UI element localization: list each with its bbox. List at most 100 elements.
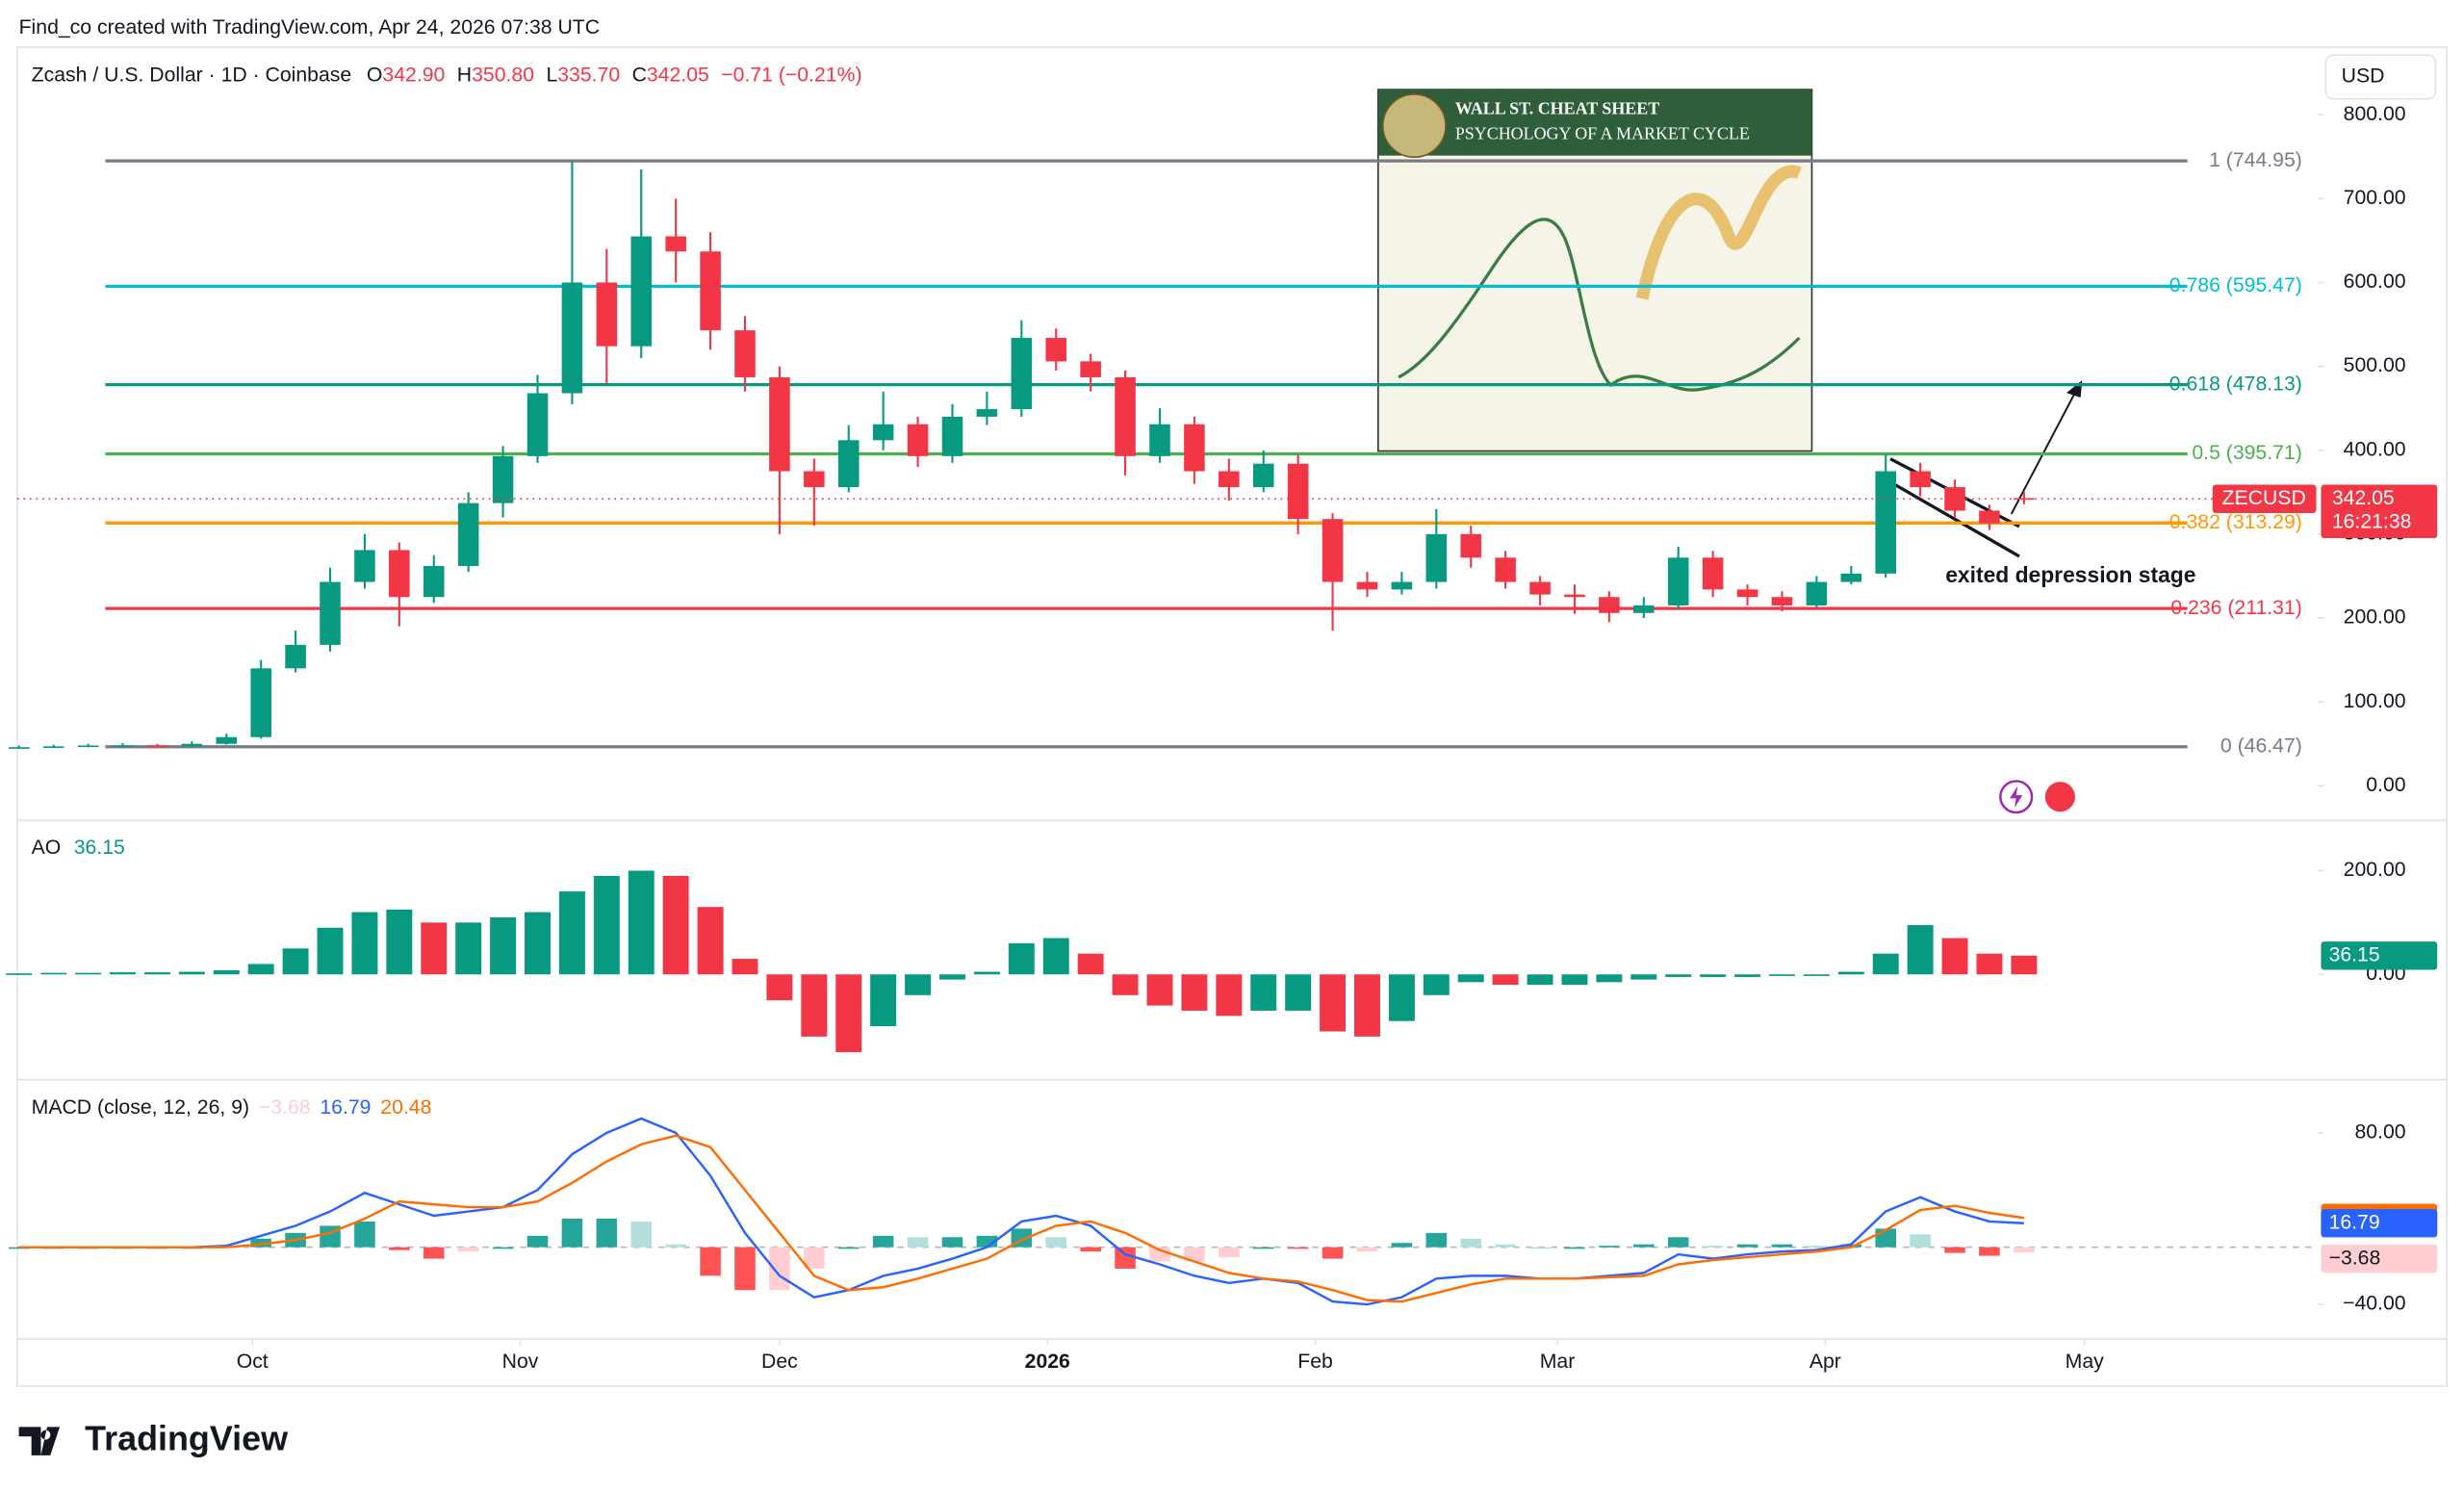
y-tick-label: 400.00 — [2344, 438, 2406, 460]
macd-hist-value: −3.68 — [259, 1096, 311, 1119]
indicator-title: MACD (close, 12, 26, 9) — [32, 1096, 249, 1119]
macd-histogram — [1045, 1237, 1067, 1248]
macd-histogram — [596, 1218, 618, 1248]
macd-histogram — [734, 1247, 756, 1291]
ao-bar — [1976, 953, 2003, 975]
candle-body — [1910, 471, 1931, 488]
ohlc-value: 335.70 — [557, 64, 620, 86]
macd-histogram — [1633, 1244, 1655, 1248]
macd-histogram — [1944, 1247, 1965, 1253]
logo-mark — [18, 1427, 61, 1455]
symbol-tag — [2212, 484, 2317, 513]
ao-bar — [2011, 955, 2038, 975]
candle-body — [1356, 581, 1378, 590]
candle-body — [1840, 573, 1862, 582]
wedge-line — [1885, 477, 2020, 558]
ao-bar — [1527, 974, 1553, 986]
ao-bar — [110, 972, 136, 975]
macd-histogram — [1460, 1238, 1481, 1248]
candle-body — [2014, 498, 2035, 501]
macd-histogram — [837, 1247, 860, 1249]
candle-body — [1115, 376, 1136, 456]
frame — [16, 46, 2448, 1387]
y-tick-label: 700.00 — [2344, 187, 2406, 209]
macd-histogram — [1806, 1246, 1828, 1248]
ao-bar — [1285, 974, 1312, 1011]
candle-body — [526, 393, 549, 456]
candle-body — [561, 282, 583, 394]
price-tag-label: 16.79 — [2329, 1211, 2380, 1233]
candle-body — [250, 668, 271, 737]
macd-histogram — [1702, 1246, 1724, 1248]
macd-histogram — [1599, 1246, 1620, 1248]
macd-histogram — [630, 1221, 653, 1248]
candle-body — [1425, 533, 1448, 582]
candle-body — [457, 502, 479, 566]
price-tag-label: −3.68 — [2329, 1247, 2381, 1269]
macd-line — [18, 1134, 2025, 1303]
candle-body — [734, 330, 756, 377]
currency-button[interactable] — [2324, 54, 2437, 100]
symbol-title: Zcash / U.S. Dollar · 1D · Coinbase — [32, 64, 352, 86]
ao-bar — [1700, 974, 1727, 977]
ao-bar — [178, 971, 205, 975]
ao-bar — [1907, 925, 1934, 975]
candle-body — [907, 424, 929, 456]
ao-bar — [525, 912, 551, 975]
ao-bar — [973, 971, 1000, 975]
macd-histogram — [804, 1247, 825, 1269]
candle-body — [1667, 557, 1689, 605]
candle-body — [1287, 463, 1309, 520]
ao-bar — [801, 974, 828, 1037]
x-tick-label: Oct — [237, 1351, 269, 1373]
candle-body — [630, 236, 653, 347]
candle-body — [389, 550, 410, 598]
macd-histogram — [1736, 1244, 1758, 1248]
y-tick-label: 800.00 — [2344, 103, 2406, 125]
y-tick-label: 200.00 — [2344, 606, 2406, 629]
candle-body — [1495, 557, 1516, 582]
candle-body — [1460, 533, 1481, 558]
ao-bar — [1112, 974, 1139, 995]
ao-bar — [40, 972, 67, 975]
ao-bar — [75, 972, 102, 975]
ao-bar — [247, 964, 274, 975]
ao-bar — [1423, 974, 1450, 995]
inset-subtitle: PSYCHOLOGY OF A MARKET CYCLE — [1455, 124, 1750, 143]
macd-line — [18, 1117, 2024, 1306]
brand: TradingView — [85, 1419, 288, 1458]
ohlc-value: 342.90 — [382, 64, 445, 86]
macd-histogram — [492, 1247, 514, 1249]
indicator-legend: MACD (close, 12, 26, 9) −3.68 16.79 20.48 — [32, 1096, 432, 1119]
candle-body — [42, 746, 64, 748]
price-tag — [2321, 941, 2438, 970]
inset-title: WALL ST. CHEAT SHEET — [1455, 98, 1659, 117]
credit: Find_co created with TradingView.com, Ap… — [19, 16, 601, 39]
candle-body — [1080, 361, 1101, 377]
candle-body — [423, 565, 445, 598]
y-tick-label: 200.00 — [2344, 859, 2406, 881]
macd-value: 16.79 — [320, 1096, 371, 1119]
event-icon[interactable] — [2043, 780, 2077, 813]
ao-bar — [6, 973, 33, 975]
candle-body — [1599, 597, 1620, 613]
inset-seal — [1381, 93, 1447, 159]
candle-body — [872, 424, 894, 441]
ao-bar — [939, 974, 965, 980]
macd-histogram — [872, 1235, 894, 1248]
candle-body — [1564, 594, 1585, 598]
candle-body — [285, 644, 306, 669]
ao-bar — [351, 912, 378, 975]
ao-bar — [593, 875, 620, 975]
macd-value: 20.48 — [380, 1096, 431, 1119]
x-tick-label: May — [2066, 1351, 2104, 1373]
ao-bar — [1354, 974, 1380, 1037]
y-tick-label: 0.00 — [2366, 774, 2405, 796]
candle-body — [1633, 605, 1655, 613]
ao-bar — [558, 891, 585, 975]
macd-histogram — [1391, 1243, 1413, 1248]
ao-bar — [1596, 974, 1623, 983]
ao-bar — [1457, 974, 1484, 983]
price-tag-label: 342.05 — [2332, 487, 2395, 509]
ao-bar — [1630, 974, 1657, 980]
